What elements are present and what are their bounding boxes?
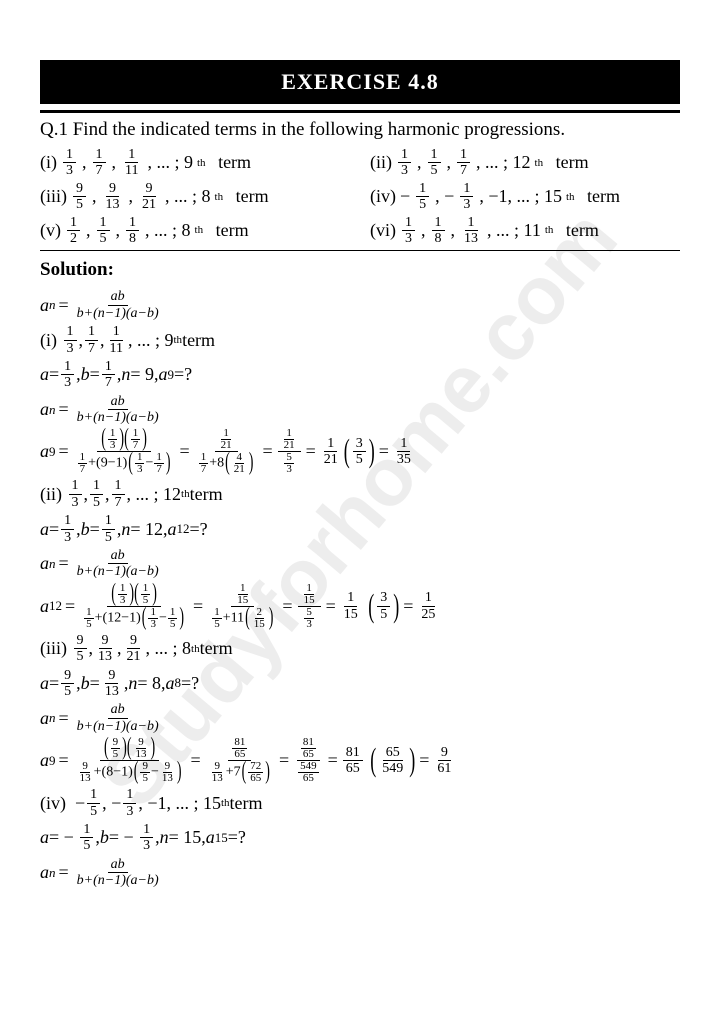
sol-iii-given: a = 95, b = 913, n = 8, a8 =?: [40, 668, 680, 700]
page-content: EXERCISE 4.8 Q.1 Find the indicated term…: [40, 60, 680, 889]
part-iii: (iii) 95,913,921, ... ; 8th term: [40, 181, 350, 213]
sol-iv-formula: an= abb+(n−1)(a−b): [40, 857, 680, 889]
divider-mid: [40, 250, 680, 251]
part-vi: (vi) 13,18,113, ... ; 11th term: [370, 215, 680, 247]
part-suffix: term: [216, 220, 249, 241]
question-text: Q.1 Find the indicated terms in the foll…: [40, 119, 680, 141]
sol-prefix: (iii): [40, 638, 67, 659]
sol-ii-calc: a12= (13)(15)15+(12−1)(13−15) = 11515+11…: [40, 583, 680, 630]
sol-ii-seq: (ii) 13,15,17, ... ; 12th term: [40, 478, 680, 510]
part-suffix: term: [587, 186, 620, 207]
part-v: (v) 12,15,18, ... ; 8th term: [40, 215, 350, 247]
exercise-title: EXERCISE 4.8: [281, 69, 438, 94]
sol-prefix: (ii): [40, 484, 62, 505]
part-prefix: (iv): [370, 186, 396, 207]
part-iv: (iv) −15, −13, −1, ... ; 15th term: [370, 181, 680, 213]
sol-ii-given: a = 13, b = 15, n = 12, a12 =?: [40, 513, 680, 545]
sol-iii-formula: an= abb+(n−1)(a−b): [40, 702, 680, 734]
exercise-header: EXERCISE 4.8: [40, 60, 680, 104]
formula-line: an= abb+(n−1)(a−b): [40, 289, 680, 321]
sol-i-given: a = 13, b = 17, n = 9, a9 =?: [40, 359, 680, 391]
sol-iv-given: a = − 15, b = − 13, n = 15, a15 =?: [40, 822, 680, 854]
question-body: Find the indicated terms in the followin…: [73, 119, 565, 140]
sol-i-seq: (i) 13,17,111, ... ; 9th term: [40, 324, 680, 356]
divider-top: [40, 110, 680, 113]
sol-i-formula: an= abb+(n−1)(a−b): [40, 394, 680, 426]
part-suffix: term: [566, 220, 599, 241]
formula-num: ab: [108, 289, 128, 305]
part-suffix: term: [218, 152, 251, 173]
sol-iii-seq: (iii) 95,913,921, ... ; 8th term: [40, 633, 680, 665]
part-i: (i) 13,17,111, ... ; 9th term: [40, 147, 350, 179]
solution-heading: Solution:: [40, 259, 680, 281]
part-prefix: (iii): [40, 186, 67, 207]
sol-i-calc: a9= (13)(17)17+(9−1)(13−17) = 12117+8(42…: [40, 428, 680, 475]
part-prefix: (vi): [370, 220, 396, 241]
sol-prefix: (i): [40, 330, 57, 351]
part-ii: (ii) 13,15,17, ... ; 12th term: [370, 147, 680, 179]
sol-ii-formula: an= abb+(n−1)(a−b): [40, 548, 680, 580]
sol-iii-calc: a9= (95)(913)913+(8−1)(95−913) = 8165913…: [40, 737, 680, 784]
formula-den: b+(n−1)(a−b): [74, 306, 162, 321]
part-prefix: (ii): [370, 152, 392, 173]
parts-grid: (i) 13,17,111, ... ; 9th term (ii) 13,15…: [40, 147, 680, 246]
part-prefix: (i): [40, 152, 57, 173]
part-suffix: term: [556, 152, 589, 173]
sol-prefix: (iv): [40, 793, 66, 814]
part-prefix: (v): [40, 220, 61, 241]
question-label: Q.1: [40, 119, 68, 140]
part-suffix: term: [236, 186, 269, 207]
sol-iv-seq: (iv) −15, −13, −1, ... ; 15th term: [40, 787, 680, 819]
